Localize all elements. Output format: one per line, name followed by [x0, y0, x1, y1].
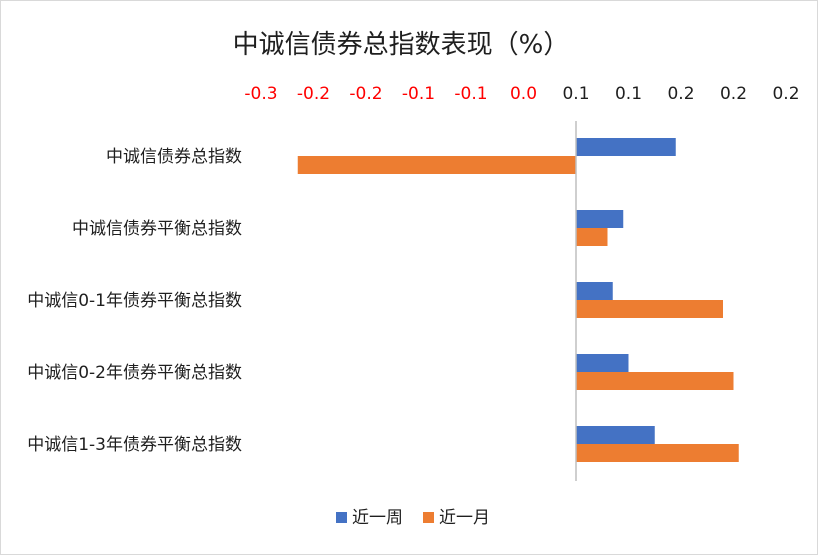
x-tick-label: -0.2 — [297, 84, 330, 104]
bars — [297, 138, 739, 462]
legend-label: 近一周 — [352, 508, 403, 528]
legend-swatch — [423, 512, 434, 523]
bar-month — [576, 372, 734, 390]
x-tick-label: 0.2 — [772, 84, 799, 104]
bar-month — [576, 444, 739, 462]
category-label: 中诚信1-3年债券平衡总指数 — [27, 435, 242, 455]
category-label: 中诚信0-2年债券平衡总指数 — [27, 363, 242, 383]
bar-week — [576, 138, 676, 156]
x-tick-label: 0.1 — [615, 84, 642, 104]
x-tick-label: 0.0 — [510, 84, 537, 104]
x-tick-label: 0.2 — [720, 84, 747, 104]
category-label: 中诚信0-1年债券平衡总指数 — [27, 291, 242, 311]
x-tick-label: -0.1 — [402, 84, 435, 104]
x-tick-label: -0.2 — [349, 84, 382, 104]
category-label: 中诚信债券总指数 — [106, 147, 242, 167]
bar-week — [576, 354, 629, 372]
legend-label: 近一月 — [439, 508, 490, 528]
x-tick-label: -0.3 — [244, 84, 277, 104]
x-tick-label: 0.2 — [667, 84, 694, 104]
bar-week — [576, 426, 655, 444]
bar-week — [576, 282, 613, 300]
category-label: 中诚信债券平衡总指数 — [72, 219, 242, 239]
bar-month — [576, 228, 608, 246]
bar-month — [576, 300, 723, 318]
x-axis-ticks: -0.3 -0.2 -0.2 -0.1 -0.1 0.0 0.1 0.1 0.2 0.2 0.2 — [244, 84, 799, 104]
x-tick-label: -0.1 — [454, 84, 487, 104]
bar-week — [576, 210, 624, 228]
x-tick-label: 0.1 — [562, 84, 589, 104]
category-labels: 中诚信债券总指数中诚信债券平衡总指数中诚信0-1年债券平衡总指数中诚信0-2年债… — [27, 147, 242, 455]
chart-title: 中诚信债券总指数表现（%） — [233, 30, 570, 60]
legend: 近一周 近一月 — [336, 508, 490, 528]
bar-month — [297, 156, 576, 174]
legend-swatch — [336, 512, 347, 523]
